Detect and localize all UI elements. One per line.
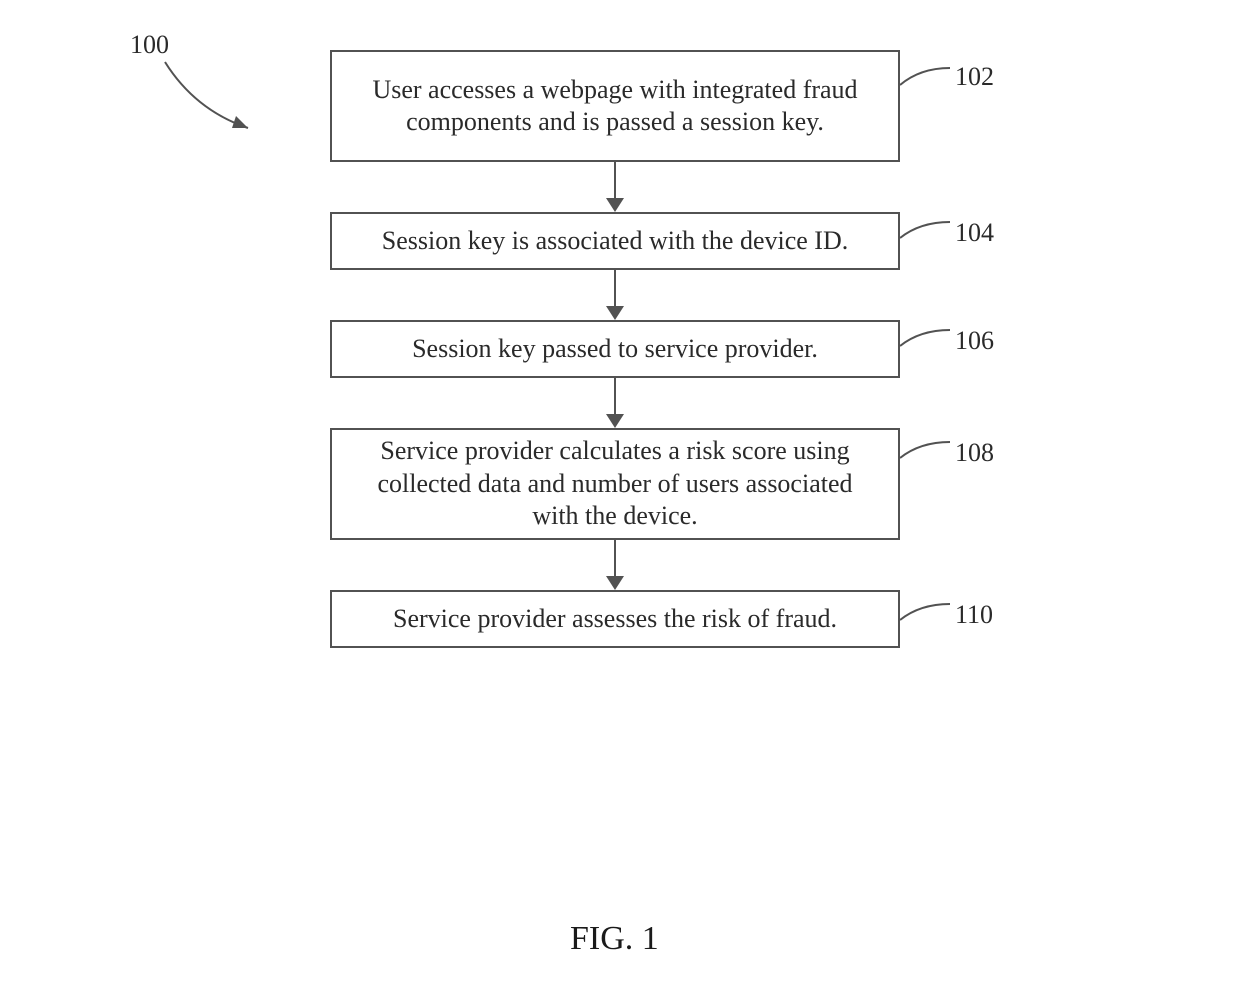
flowchart: User accesses a webpage with integrated … — [330, 50, 900, 648]
arrow-line — [614, 378, 616, 416]
flow-step-104: Session key is associated with the devic… — [330, 212, 900, 270]
arrow-line — [614, 540, 616, 578]
flow-step-108: Service provider calculates a risk score… — [330, 428, 900, 540]
arrow-line — [614, 270, 616, 308]
arrow-head-icon — [606, 306, 624, 320]
ref-label-102: 102 — [955, 62, 994, 92]
flow-step-text: Service provider calculates a risk score… — [352, 435, 878, 533]
arrow-line — [614, 162, 616, 200]
flow-arrow — [330, 378, 900, 428]
flow-arrow — [330, 270, 900, 320]
ref-label-108: 108 — [955, 438, 994, 468]
flow-step-102: User accesses a webpage with integrated … — [330, 50, 900, 162]
flow-arrow — [330, 162, 900, 212]
figure-caption: FIG. 1 — [570, 920, 659, 958]
flow-step-text: User accesses a webpage with integrated … — [352, 74, 878, 139]
arrow-head-icon — [606, 576, 624, 590]
flow-step-106: Session key passed to service provider. — [330, 320, 900, 378]
flow-step-text: Session key passed to service provider. — [412, 333, 818, 366]
ref-label-104: 104 — [955, 218, 994, 248]
ref-label-110: 110 — [955, 600, 993, 630]
flow-step-110: Service provider assesses the risk of fr… — [330, 590, 900, 648]
arrow-head-icon — [606, 198, 624, 212]
arrow-head-icon — [606, 414, 624, 428]
flow-step-text: Service provider assesses the risk of fr… — [393, 603, 837, 636]
ref-label-106: 106 — [955, 326, 994, 356]
diagram-ref-label: 100 — [130, 30, 169, 60]
flow-step-text: Session key is associated with the devic… — [382, 225, 848, 258]
flow-arrow — [330, 540, 900, 590]
